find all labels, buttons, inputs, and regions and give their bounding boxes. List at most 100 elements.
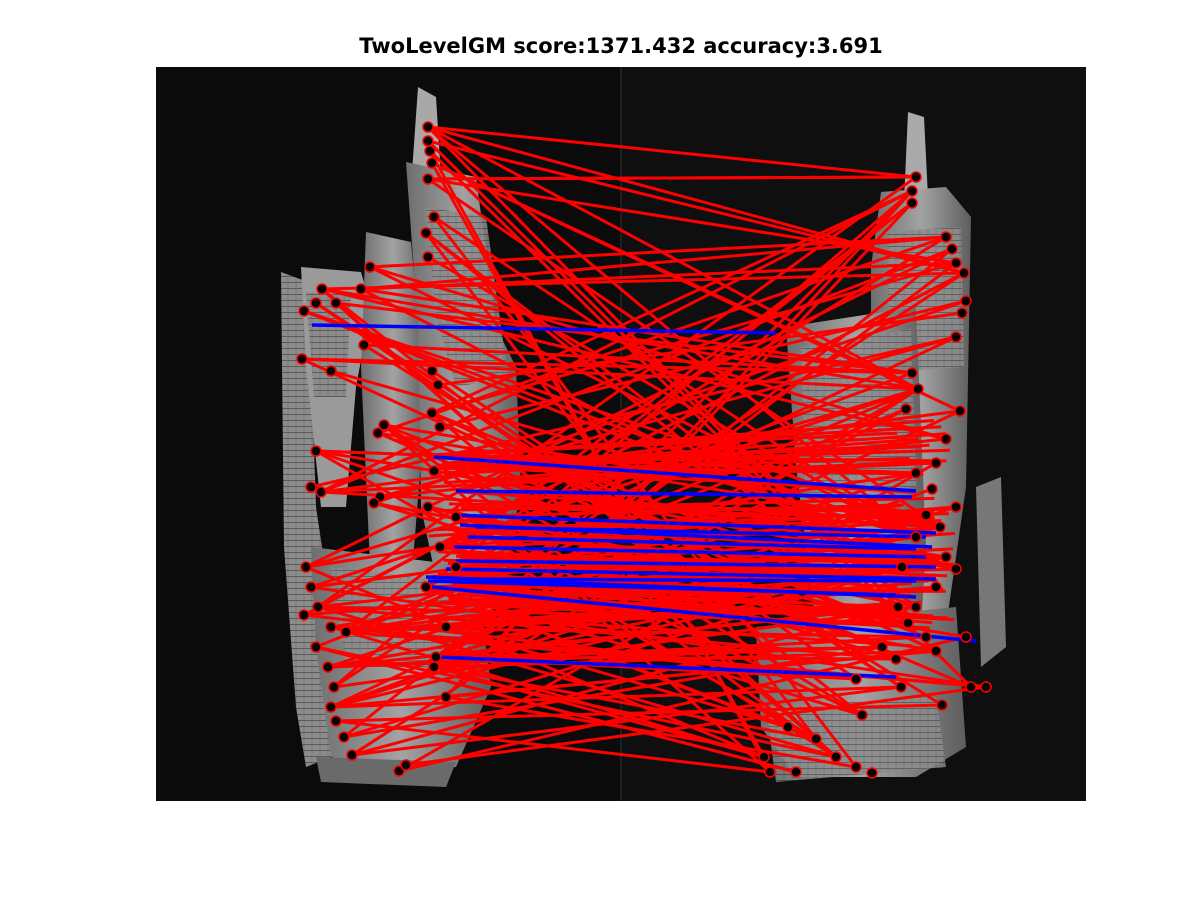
keypoint-marker-icon [428,211,440,223]
keypoint-marker-icon [358,339,370,351]
keypoint-marker-icon [434,541,446,553]
keypoint-marker-icon [305,481,317,493]
keypoint-marker-icon [950,501,962,513]
keypoint-marker-icon [960,631,972,643]
keypoint-marker-icon [426,157,438,169]
keypoint-marker-icon [910,467,922,479]
keypoint-marker-icon [930,457,942,469]
incorrect-match-line [425,585,789,729]
incorrect-match-line [433,431,898,457]
correct-match-line [311,323,777,335]
keypoint-marker-icon [940,551,952,563]
keypoint-marker-icon [910,601,922,613]
incorrect-match-line [305,247,953,569]
keypoint-marker-icon [758,751,770,763]
match-lines [301,125,987,774]
keypoint-marker-icon [325,621,337,633]
keypoint-marker-icon [950,563,962,575]
keypoint-marker-icon [315,486,327,498]
incorrect-match-line [457,454,947,463]
incorrect-match-line [465,600,915,617]
incorrect-match-line [335,719,771,774]
keypoint-marker-icon [422,135,434,147]
keypoint-marker-icon [316,283,328,295]
incorrect-match-line [330,625,765,759]
keypoint-marker-icon [920,509,932,521]
keypoint-marker-icon [890,653,902,665]
keypoint-marker-icon [300,561,312,573]
keypoint-marker-icon [355,283,367,295]
keypoint-marker-icon [930,645,942,657]
keypoint-marker-icon [950,331,962,343]
incorrect-match-line [317,175,917,609]
keypoint-marker-icon [876,641,888,653]
correct-match-line [455,559,937,569]
keypoint-marker-icon [378,419,390,431]
keypoint-marker-icon [960,295,972,307]
correct-match-line [451,513,937,535]
keypoint-marker-icon [400,759,412,771]
incorrect-match-line [450,445,922,464]
keypoint-marker-icon [900,403,912,415]
incorrect-match-line [427,125,965,275]
matching-visualization [156,67,1086,801]
keypoint-marker-icon [930,581,942,593]
keypoint-marker-icon [782,721,794,733]
incorrect-match-line [360,235,947,291]
correct-match-line [475,525,927,539]
incorrect-match-line [433,665,817,741]
keypoint-marker-icon [950,257,962,269]
keypoint-marker-icon [430,651,442,663]
keypoint-marker-icon [420,581,432,593]
keypoint-marker-icon [440,621,452,633]
keypoint-marker-icon [856,709,868,721]
keypoint-marker-icon [368,497,380,509]
keypoint-marker-icon [936,699,948,711]
keypoint-marker-icon [896,561,908,573]
incorrect-match-line [305,387,919,569]
incorrect-match-line [398,635,967,773]
keypoint-marker-icon [850,673,862,685]
incorrect-match-line [335,301,913,375]
incorrect-match-line [433,649,937,669]
keypoint-marker-icon [906,367,918,379]
correct-match-line [425,575,917,599]
keypoint-marker-icon [940,433,952,445]
keypoint-marker-icon [325,701,337,713]
keypoint-marker-icon [422,501,434,513]
keypoint-marker-icon [330,715,342,727]
keypoint-marker-icon [338,731,350,743]
keypoint-marker-icon [422,251,434,263]
incorrect-match-line [448,579,934,618]
incorrect-match-line [315,645,797,774]
keypoint-marker-icon [980,681,992,693]
incorrect-match-line [434,601,930,630]
keypoint-marker-icon [298,609,310,621]
incorrect-match-line [441,503,904,519]
keypoint-marker-icon [426,407,438,419]
keypoint-marker-icon [910,171,922,183]
keypoint-marker-icon [958,267,970,279]
incorrect-match-line [460,505,935,520]
incorrect-match-line [303,309,917,539]
incorrect-match-line [445,695,857,769]
keypoint-marker-icon [866,767,878,779]
correct-match-line [435,655,897,679]
keypoint-marker-icon [910,531,922,543]
keypoint-marker-icon [790,766,802,778]
keypoint-marker-icon [346,749,358,761]
incorrect-match-line [335,703,943,723]
keypoint-marker-icon [310,641,322,653]
keypoint-marker-icon [420,227,432,239]
incorrect-match-line [427,125,917,179]
incorrect-match-line [444,201,914,699]
keypoint-marker-icon [906,197,918,209]
keypoint-marker-icon [902,617,914,629]
keypoint-marker-icon [424,145,436,157]
keypoint-marker-icon [892,601,904,613]
incorrect-match-line [351,685,902,757]
incorrect-match-line [445,649,937,699]
incorrect-match-line [457,589,946,596]
keypoint-marker-icon [926,483,938,495]
keypoint-marker-icon [310,445,322,457]
